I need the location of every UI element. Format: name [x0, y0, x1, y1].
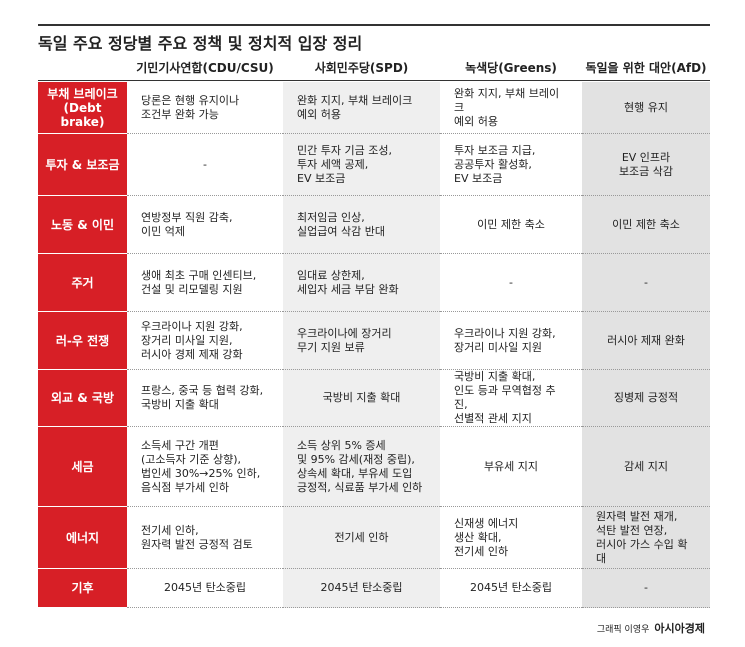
- table-cell: 원자력 발전 재개, 석탄 발전 연장, 러시아 가스 수입 확대: [582, 507, 710, 569]
- table-cell: 징병제 긍정적: [582, 370, 710, 427]
- table-cell: 연방정부 직원 감축, 이민 억제: [127, 196, 283, 254]
- table-cell: 우크라이나 지원 강화, 장거리 미사일 지원, 러시아 경제 제재 강화: [127, 312, 283, 370]
- column-bg: [440, 82, 582, 608]
- table-cell: 우크라이나 지원 강화, 장거리 미사일 지원: [440, 312, 582, 370]
- table-cell: 부유세 지지: [440, 427, 582, 507]
- column-header: 사회민주당(SPD): [314, 60, 409, 75]
- table-cell: -: [582, 569, 710, 608]
- table-cell: 러시아 제재 완화: [582, 312, 710, 370]
- row-label: 부채 브레이크 (Debt brake): [38, 82, 127, 134]
- table-cell: 임대료 상한제, 세입자 세금 부담 완화: [283, 254, 440, 312]
- table-cell: 신재생 에너지 생산 확대, 전기세 인하: [440, 507, 582, 569]
- table-cell: 소득세 구간 개편 (고소득자 기준 상향), 법인세 30%→25% 인하, …: [127, 427, 283, 507]
- table-cell: 당론은 현행 유지이나 조건부 완화 가능: [127, 82, 283, 134]
- table-cell: 프랑스, 중국 등 협력 강화, 국방비 지출 확대: [127, 370, 283, 427]
- table-cell: 최저임금 인상, 실업급여 삭감 반대: [283, 196, 440, 254]
- table-cell: 소득 상위 5% 증세 및 95% 감세(재정 중립), 상속세 확대, 부유세…: [283, 427, 440, 507]
- title: 독일 주요 정당별 주요 정책 및 정치적 입장 정리: [38, 34, 363, 53]
- table-cell: 완화 지지, 부채 브레이크 예외 허용: [440, 82, 582, 134]
- table-cell: 국방비 지출 확대: [283, 370, 440, 427]
- row-label: 기후: [38, 569, 127, 608]
- table-cell: 이민 제한 축소: [440, 196, 582, 254]
- row-label: 주거: [38, 254, 127, 312]
- column-header: 독일을 위한 대안(AfD): [585, 60, 707, 75]
- column-bg: [582, 82, 710, 608]
- row-label: 러-우 전쟁: [38, 312, 127, 370]
- table-cell: 2045년 탄소중립: [440, 569, 582, 608]
- table-cell: 전기세 인하, 원자력 발전 긍정적 검토: [127, 507, 283, 569]
- row-label: 에너지: [38, 507, 127, 569]
- row-label: 투자 & 보조금: [38, 134, 127, 196]
- footer: 그래픽 이영우 아시아경제: [597, 620, 705, 636]
- column-header: 기민기사연합(CDU/CSU): [136, 60, 274, 75]
- table-cell: 국방비 지출 확대, 인도 등과 무역협정 추진, 선별적 관세 지지: [440, 370, 582, 427]
- table-cell: 완화 지지, 부채 브레이크 예외 허용: [283, 82, 440, 134]
- column-bg: [127, 82, 283, 608]
- table-cell: 전기세 인하: [283, 507, 440, 569]
- table-cell: -: [582, 254, 710, 312]
- table-cell: 이민 제한 축소: [582, 196, 710, 254]
- credit: 그래픽 이영우: [596, 625, 650, 635]
- brand: 아시아경제: [654, 622, 705, 635]
- table-cell: EV 인프라 보조금 삭감: [582, 134, 710, 196]
- top-rule: [38, 24, 710, 26]
- header-rule: [38, 80, 710, 81]
- column-bg: [283, 82, 440, 608]
- table-cell: -: [127, 134, 283, 196]
- table-cell: 현행 유지: [582, 82, 710, 134]
- table-cell: 2045년 탄소중립: [283, 569, 440, 608]
- row-label: 노동 & 이민: [38, 196, 127, 254]
- row-label: 외교 & 국방: [38, 370, 127, 427]
- table-cell: -: [440, 254, 582, 312]
- column-header: 녹색당(Greens): [465, 60, 557, 75]
- table-cell: 감세 지지: [582, 427, 710, 507]
- table-cell: 2045년 탄소중립: [127, 569, 283, 608]
- table-cell: 생애 최초 구매 인센티브, 건설 및 리모델링 지원: [127, 254, 283, 312]
- row-label: 세금: [38, 427, 127, 507]
- table-cell: 민간 투자 기금 조성, 투자 세액 공제, EV 보조금: [283, 134, 440, 196]
- table-cell: 투자 보조금 지급, 공공투자 활성화, EV 보조금: [440, 134, 582, 196]
- table-cell: 우크라이나에 장거리 무기 지원 보류: [283, 312, 440, 370]
